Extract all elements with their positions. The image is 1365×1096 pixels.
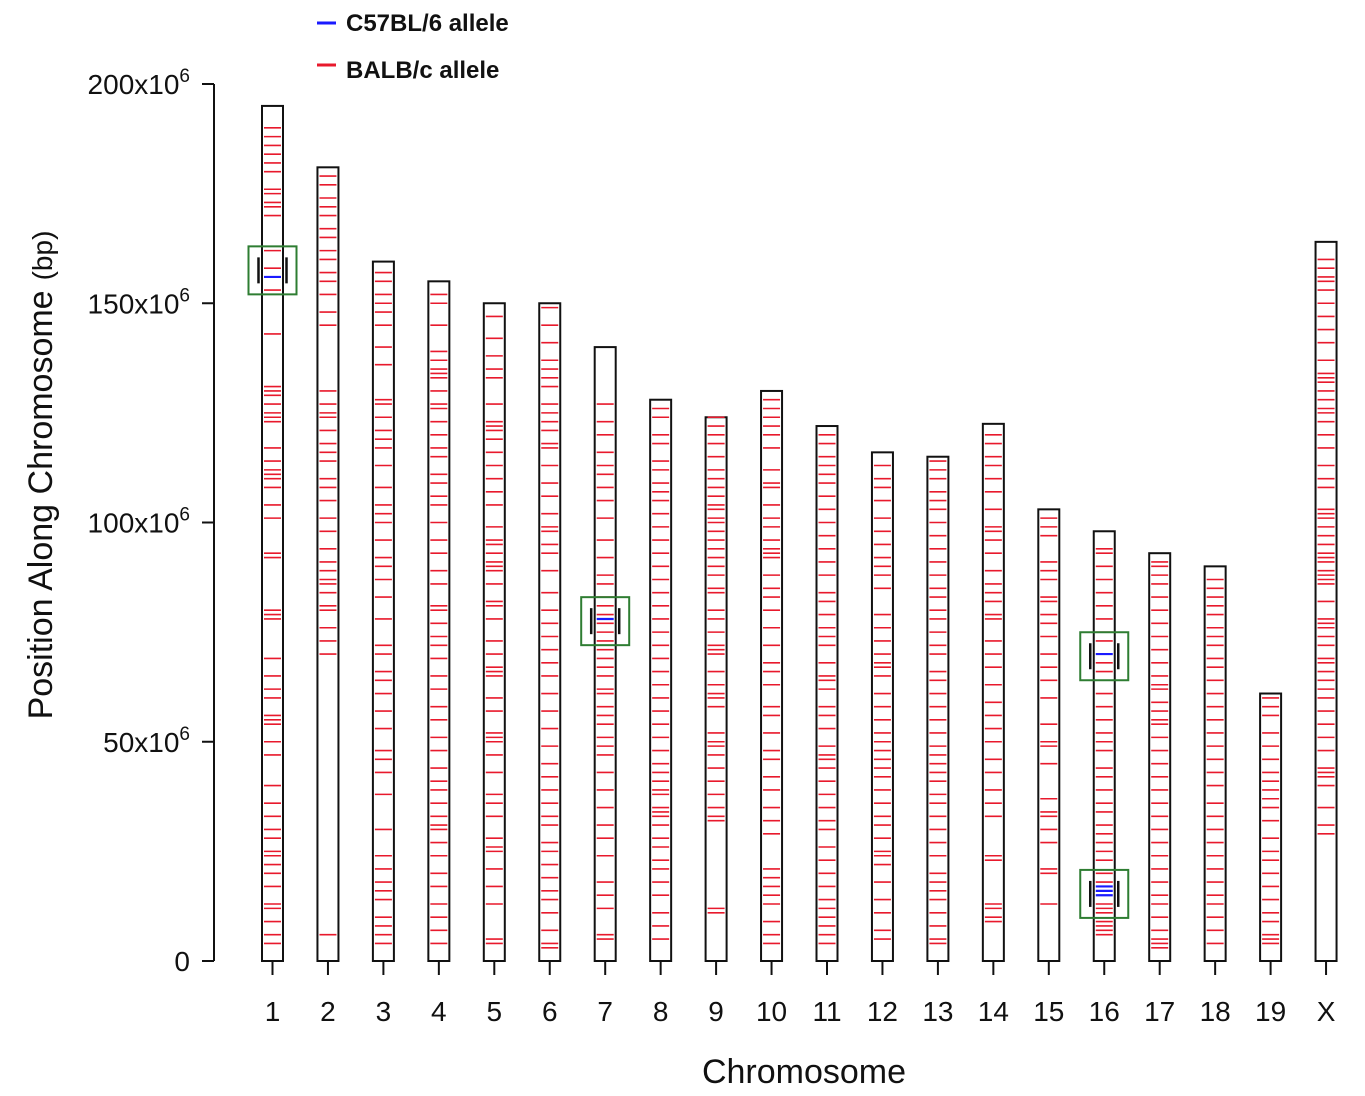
y-tick-label-4: 200x106	[88, 66, 190, 100]
chromosome-bar-19	[1259, 692, 1283, 962]
highlight-box-16-1	[1079, 631, 1130, 682]
chromosome-bar-14	[981, 422, 1005, 962]
chromosome-9	[704, 416, 728, 962]
highlight-box-7-0	[580, 596, 631, 647]
y-tick-label-0: 0	[174, 946, 190, 977]
x-tick-label-3: 3	[376, 996, 392, 1027]
y-axis-title-unit: (bp)	[27, 231, 58, 281]
chromosomes	[247, 104, 1338, 963]
chromosome-11	[815, 425, 839, 962]
x-tick-label-1: 1	[265, 996, 281, 1027]
chromosome-bar-4	[427, 280, 451, 962]
chromosome-bar-1	[261, 104, 284, 963]
chromosome-12	[870, 451, 894, 962]
chromosome-15	[1037, 508, 1061, 962]
y-tick-label-3: 150x106	[88, 285, 190, 319]
chromosome-1	[247, 104, 298, 963]
x-tick-label-11: 11	[812, 996, 841, 1027]
chromosome-bar-13	[926, 455, 950, 962]
chromosome-bar-18	[1203, 565, 1227, 962]
chromosome-2	[316, 166, 340, 962]
chromosome-bar-2	[316, 166, 340, 962]
x-tick-label-7: 7	[597, 996, 613, 1027]
y-tick-exponent-3: 6	[179, 285, 190, 306]
chromosome-bar-16	[1092, 530, 1116, 963]
x-tick-label-14: 14	[978, 996, 1009, 1027]
chromosome-4	[427, 280, 451, 962]
chromosome-13	[926, 455, 950, 962]
chromosome-bar-5	[482, 302, 506, 962]
x-axis-title: Chromosome	[702, 1053, 906, 1091]
chromosome-X	[1314, 240, 1338, 963]
chromosome-8	[649, 398, 673, 963]
legend: C57BL/6 allele BALB/c allele	[317, 10, 509, 84]
x-tick-label-9: 9	[708, 996, 724, 1027]
chromosome-19	[1259, 692, 1283, 962]
y-tick-label-1: 50x106	[103, 724, 190, 758]
x-axis: 1 2 3 4 5 6 7 8 9 10 11 12 13 14 15 16 17 18 19 X	[265, 961, 1336, 1027]
x-tick-label-10: 10	[756, 996, 787, 1027]
x-tick-label-12: 12	[867, 996, 898, 1027]
chromosome-bar-15	[1037, 508, 1061, 962]
legend-label-c57bl6: C57BL/6 allele	[346, 10, 509, 37]
chromosome-3	[371, 260, 395, 962]
svg-text:Position Along Chromosome(bp): Position Along Chromosome (bp)	[22, 231, 60, 720]
highlight-box-1-0	[247, 245, 298, 296]
chromosome-18	[1203, 565, 1227, 962]
chromosome-bar-11	[815, 425, 839, 962]
y-tick-label-2: 100x106	[88, 505, 190, 539]
x-tick-label-8: 8	[653, 996, 669, 1027]
x-tick-label-X: X	[1317, 996, 1336, 1027]
chromosome-bar-8	[649, 398, 673, 963]
chromosome-7	[580, 346, 631, 963]
y-tick-exponent-4: 6	[179, 66, 190, 87]
chromosome-6	[538, 302, 562, 962]
chromosome-bar-3	[371, 260, 395, 962]
highlight-box-16-0	[1079, 868, 1130, 919]
chromosome-bar-17	[1148, 552, 1172, 962]
y-tick-exponent-1: 6	[179, 724, 190, 745]
x-tick-label-17: 17	[1144, 996, 1175, 1027]
chromosome-17	[1148, 552, 1172, 962]
legend-label-balbc: BALB/c allele	[346, 57, 499, 84]
x-tick-label-4: 4	[431, 996, 447, 1027]
chromosome-bar-9	[704, 416, 728, 962]
chromosome-bar-7	[593, 346, 617, 963]
x-tick-label-15: 15	[1033, 996, 1064, 1027]
x-tick-label-13: 13	[922, 996, 953, 1027]
chromosome-14	[981, 422, 1005, 962]
chromosome-bar-10	[760, 389, 784, 962]
y-axis-title-text: Position Along Chromosome	[22, 290, 60, 719]
x-tick-label-2: 2	[320, 996, 336, 1027]
x-tick-label-19: 19	[1255, 996, 1286, 1027]
x-tick-label-18: 18	[1200, 996, 1231, 1027]
chromosome-bar-6	[538, 302, 562, 962]
x-tick-label-16: 16	[1089, 996, 1120, 1027]
chromosome-5	[482, 302, 506, 962]
y-axis-title: Position Along Chromosome (bp)	[22, 231, 60, 720]
chromosome-16	[1079, 530, 1130, 963]
x-tick-label-5: 5	[487, 996, 503, 1027]
x-tick-label-6: 6	[542, 996, 558, 1027]
y-tick-exponent-2: 6	[179, 505, 190, 526]
y-axis: 0 50x106 100x106 150x106 200x106	[88, 66, 215, 977]
chromosome-10	[760, 389, 784, 962]
